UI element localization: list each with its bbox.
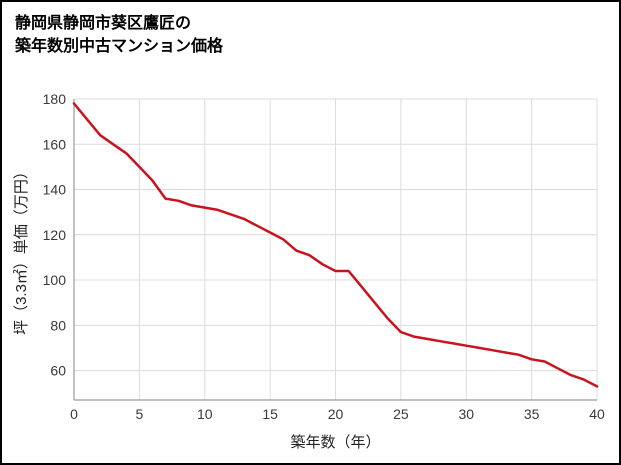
chart-title: 静岡県静岡市葵区鷹匠の 築年数別中古マンション価格 [2,2,619,60]
price-line-chart: 0 5 10 15 20 25 30 35 40 60 80 100 120 140 160 180 築年数（年… [13,91,605,451]
x-tick-label: 25 [393,406,409,422]
y-tick-label: 160 [43,136,67,152]
price-line [72,102,599,388]
x-tick-label: 40 [589,406,605,422]
y-tick-label: 60 [50,363,66,379]
x-tick-label: 5 [135,406,143,422]
x-tick-label: 15 [262,406,278,422]
y-tick-label: 120 [43,227,67,243]
x-tick-label: 30 [458,406,474,422]
y-axis-label: 坪（3.3㎡）単価（万円） [13,164,30,335]
chart-title-line1: 静岡県静岡市葵区鷹匠の [15,15,192,32]
y-tick-label: 140 [43,182,67,198]
x-tick-label: 10 [197,406,213,422]
x-tick-label: 35 [524,406,540,422]
y-tick-label: 180 [43,91,67,107]
x-tick-label: 0 [70,406,78,422]
chart-title-line2: 築年数別中古マンション価格 [15,38,224,55]
x-tick-label: 20 [328,406,344,422]
y-tick-label: 100 [43,272,67,288]
x-axis-label: 築年数（年） [290,433,380,451]
y-tick-label: 80 [50,317,66,333]
